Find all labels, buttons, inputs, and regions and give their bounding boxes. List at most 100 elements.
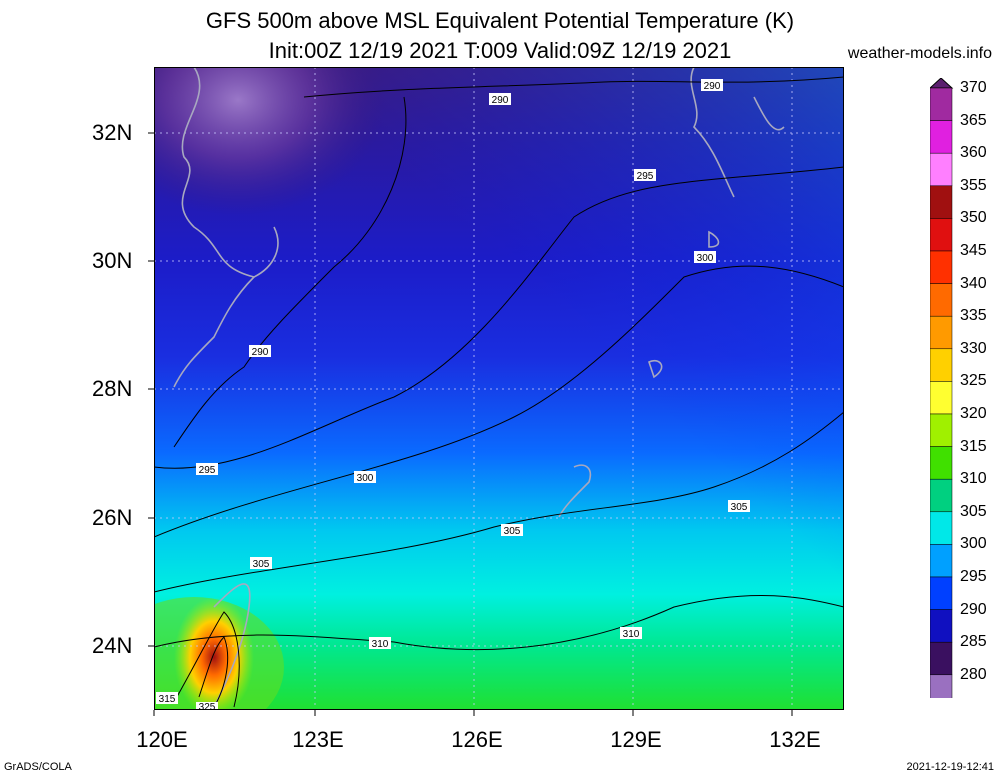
colorbar-swatch	[930, 674, 953, 698]
contour-label-text: 305	[731, 502, 748, 513]
colorbar-label: 300	[960, 535, 987, 553]
x-tick-label: 126E	[451, 727, 503, 752]
contour-label-text: 310	[372, 639, 389, 650]
colorbar-label: 315	[960, 437, 987, 455]
footer-timestamp: 2021-12-19-12:41	[906, 761, 994, 773]
contour-label-290b: 290	[701, 79, 723, 92]
footer-software: GrADS/COLA	[4, 761, 72, 773]
chart-subtitle: Init:00Z 12/19 2021 T:009 Valid:09Z 12/1…	[268, 38, 732, 63]
colorbar-swatch	[930, 218, 953, 252]
colorbar-swatch	[930, 609, 953, 643]
colorbar-label: 325	[960, 372, 987, 390]
contour-label-315: 315	[156, 692, 178, 705]
colorbar-swatch	[930, 544, 953, 578]
colorbar-swatch	[930, 87, 953, 121]
x-tick-label: 120E	[136, 727, 188, 752]
map-frame	[154, 67, 844, 710]
y-tick-label: 26N	[92, 505, 133, 530]
contour-label-text: 290	[252, 347, 269, 358]
contour-label-text: 295	[199, 465, 216, 476]
contour-label-325: 325	[196, 702, 218, 710]
y-tick-label: 32N	[92, 120, 133, 145]
chart-title: GFS 500m above MSL Equivalent Potential …	[205, 8, 795, 33]
map-panel: 290 290 290 295 295 300 300 305 305 305 …	[154, 67, 844, 710]
y-tick-label: 28N	[92, 376, 133, 401]
contour-label-group: 290 290 290 295 295 300 300 305 305 305 …	[156, 79, 750, 710]
colorbar-swatch	[930, 152, 953, 187]
contour-label-305a: 305	[501, 524, 523, 537]
colorbar-label: 335	[960, 307, 987, 325]
colorbar	[930, 78, 954, 698]
colorbar-swatch	[930, 283, 953, 317]
colorbar-label: 280	[960, 665, 987, 683]
colorbar-swatch	[930, 250, 953, 284]
contour-295	[154, 166, 844, 469]
colorbar-label: 370	[960, 79, 987, 96]
contour-label-290a: 290	[489, 93, 511, 106]
graticule	[154, 67, 844, 710]
y-tick-label: 24N	[92, 633, 133, 658]
colorbar-label: 360	[960, 144, 987, 162]
colorbar-swatch	[930, 381, 953, 415]
contour-label-text: 290	[492, 95, 509, 106]
colorbar-label: 355	[960, 176, 987, 194]
contour-label-text: 310	[623, 629, 640, 640]
colorbar-swatch	[930, 576, 953, 610]
contour-label-300a: 300	[694, 251, 716, 264]
colorbar-swatch	[930, 641, 953, 676]
contour-label-text: 315	[159, 694, 176, 705]
colorbar-label: 310	[960, 470, 987, 488]
contour-label-310a: 310	[369, 637, 391, 650]
contour-label-text: 325	[199, 702, 216, 710]
colorbar-swatch	[930, 315, 953, 350]
colorbar-label: 295	[960, 568, 987, 585]
contour-310	[154, 594, 844, 651]
colorbar-swatch	[930, 348, 953, 382]
colorbar-top-arrow	[930, 78, 954, 89]
colorbar-swatch	[930, 478, 953, 513]
contour-label-text: 305	[253, 559, 270, 570]
contour-290-west	[173, 96, 407, 448]
x-tick-label: 123E	[292, 727, 344, 752]
contour-label-text: 295	[637, 171, 654, 182]
colorbar-label: 320	[960, 405, 987, 422]
colorbar-label: 350	[960, 209, 987, 227]
colorbar-label: 330	[960, 339, 987, 357]
x-tick-label: 129E	[610, 727, 662, 752]
contour-label-text: 290	[704, 81, 721, 92]
contour-label-295b: 295	[196, 463, 218, 476]
contour-label-295a: 295	[634, 169, 656, 182]
colorbar-label: 285	[960, 633, 987, 651]
contour-label-310b: 310	[620, 627, 642, 640]
contour-label-305c: 305	[250, 557, 272, 570]
contour-300	[154, 265, 844, 538]
colorbar-label: 290	[960, 600, 987, 618]
coastlines	[173, 67, 785, 708]
contour-label-305b: 305	[728, 500, 750, 513]
contour-label-text: 305	[504, 526, 521, 537]
isentrope-contours	[154, 76, 844, 708]
contour-290-north	[303, 76, 844, 98]
contour-315	[173, 611, 240, 708]
colorbar-swatch	[930, 446, 953, 480]
contour-305	[154, 411, 844, 593]
site-credit: weather-models.info	[847, 45, 992, 62]
contour-325	[198, 636, 229, 708]
colorbar-label: 345	[960, 242, 987, 259]
contour-label-290c: 290	[249, 345, 271, 358]
colorbar-swatch	[930, 185, 953, 219]
x-tick-label: 132E	[769, 727, 821, 752]
colorbar-label: 305	[960, 502, 987, 520]
cold-airmass-shading	[154, 67, 574, 397]
contour-label-text: 300	[697, 253, 714, 264]
map-field: 290 290 290 295 295 300 300 305 305 305 …	[154, 67, 844, 710]
contour-label-text: 300	[357, 473, 374, 484]
colorbar-label: 365	[960, 111, 987, 129]
colorbar-swatch	[930, 120, 953, 154]
contour-label-300b: 300	[354, 471, 376, 484]
colorbar-swatch	[930, 413, 953, 447]
colorbar-swatch	[930, 511, 953, 545]
y-tick-label: 30N	[92, 248, 133, 273]
colorbar-label: 340	[960, 274, 987, 292]
